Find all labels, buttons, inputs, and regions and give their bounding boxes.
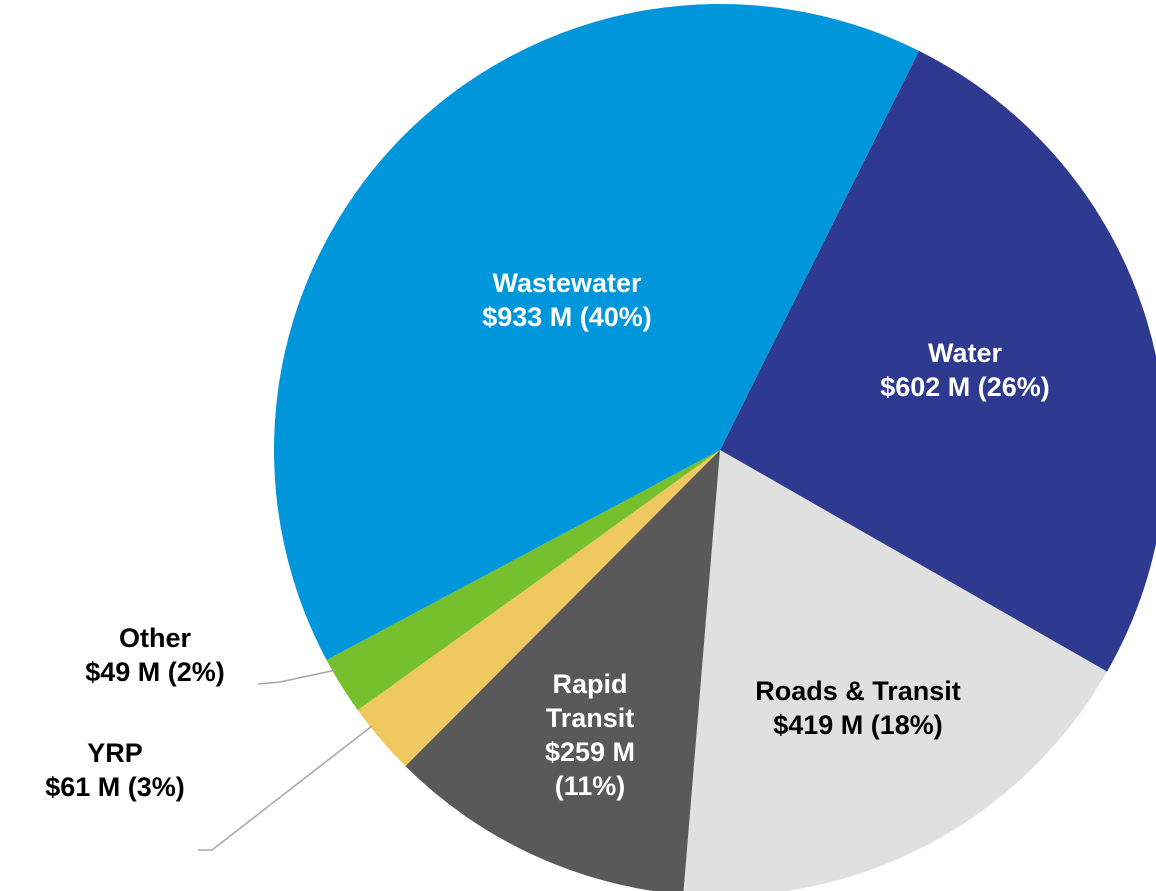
leader-line	[198, 725, 373, 851]
value-label: $419 M (18%)	[773, 710, 943, 740]
pie-slice	[274, 4, 920, 660]
slice-label: Water $602 M (26%)	[835, 336, 1095, 404]
leader-line	[257, 669, 337, 685]
slice-label: YRP $61 M (3%)	[5, 736, 225, 804]
category-label: Roads & Transit	[755, 676, 961, 706]
slice-label: Wastewater $933 M (40%)	[417, 266, 717, 334]
slice-label: Other $49 M (2%)	[45, 621, 265, 689]
category-label: YRP	[87, 738, 143, 768]
category-label: Other	[118, 623, 191, 653]
pie-slice	[683, 450, 1108, 891]
slice-label: Roads & Transit $419 M (18%)	[708, 674, 1008, 742]
pie-slice	[405, 450, 720, 891]
category-label: Rapid Transit	[545, 669, 635, 733]
pie-slice	[357, 450, 720, 767]
value-label: $49 M (2%)	[85, 657, 225, 687]
pie-slice	[326, 450, 720, 711]
category-label: Wastewater	[492, 268, 642, 298]
value-label: $61 M (3%)	[45, 772, 185, 802]
value-label: $602 M (26%)	[880, 372, 1050, 402]
value-label: $259 M (11%)	[544, 737, 636, 801]
pie-slice	[720, 50, 1156, 672]
value-label: $933 M (40%)	[482, 302, 652, 332]
slice-label: Rapid Transit $259 M (11%)	[525, 667, 655, 803]
category-label: Water	[927, 338, 1002, 368]
